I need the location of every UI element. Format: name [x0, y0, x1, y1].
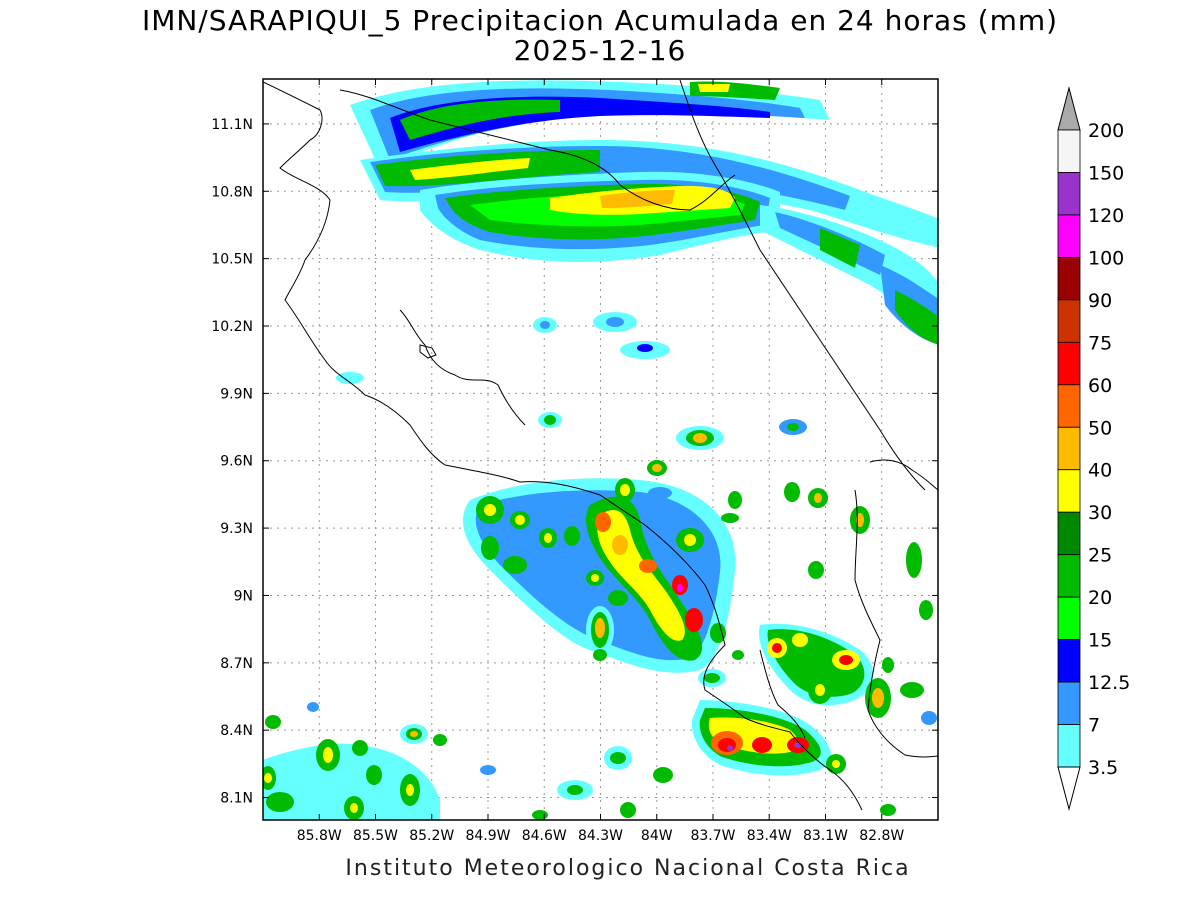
lon-tick-label: 85.5W	[353, 828, 398, 844]
colorbar-label: 20	[1088, 587, 1112, 609]
lat-tick-label: 10.2N	[211, 319, 253, 335]
colorbar-label: 30	[1088, 502, 1112, 524]
footer-credit: Instituto Meteorologico Nacional Costa R…	[345, 856, 911, 881]
lon-tick-label: 84W	[641, 828, 673, 844]
rain-band-north	[350, 80, 938, 345]
lat-tick-label: 8.4N	[220, 723, 253, 739]
colorbar-label: 40	[1088, 460, 1112, 482]
lat-tick-label: 9.9N	[220, 386, 253, 402]
colorbar-swatch	[1057, 299, 1081, 343]
colorbar-label: 75	[1088, 332, 1112, 354]
colorbar-swatch	[1057, 384, 1081, 428]
colorbar-swatch	[1057, 639, 1081, 683]
colorbar-label: 50	[1088, 417, 1112, 439]
colorbar-swatch	[1057, 129, 1081, 173]
rain-cells-southwest	[263, 702, 896, 820]
colorbar-swatch	[1057, 469, 1081, 513]
lon-tick-label: 85.8W	[297, 828, 342, 844]
lon-tick-label: 83.4W	[747, 828, 792, 844]
precipitation-field	[263, 80, 938, 820]
lat-tick-label: 11.1N	[211, 117, 253, 133]
colorbar-swatch	[1057, 554, 1081, 598]
colorbar-label: 25	[1088, 545, 1112, 567]
lon-tick-label: 84.6W	[522, 828, 567, 844]
colorbar-legend: 200 150 120 100 90 75 60 50 40 30 25 20 15 12.5 7 3.5	[1057, 86, 1130, 811]
colorbar-swatch	[1057, 426, 1081, 471]
colorbar-label: 15	[1088, 630, 1112, 652]
colorbar-bottom-arrow	[1057, 766, 1081, 811]
colorbar-label: 12.5	[1088, 672, 1130, 694]
colorbar-label: 3.5	[1088, 757, 1118, 779]
lat-tick-label: 8.1N	[220, 791, 253, 807]
lon-tick-label: 85.2W	[409, 828, 454, 844]
lat-tick-label: 9.6N	[220, 454, 253, 470]
colorbar-label: 90	[1088, 290, 1112, 312]
lat-tick-label: 8.7N	[220, 656, 253, 672]
lon-tick-label: 83.7W	[690, 828, 735, 844]
colorbar-label: 100	[1088, 247, 1124, 269]
lon-tick-label: 83.1W	[803, 828, 848, 844]
colorbar-swatch	[1057, 172, 1081, 216]
map-date: 2025-12-16	[513, 34, 687, 67]
colorbar-swatch	[1057, 724, 1081, 768]
colorbar-swatch	[1057, 214, 1081, 258]
colorbar-label: 120	[1088, 205, 1124, 227]
colorbar-label: 150	[1088, 162, 1124, 184]
colorbar-label: 60	[1088, 375, 1112, 397]
map-title: IMN/SARAPIQUI_5 Precipitacion Acumulada …	[141, 4, 1059, 37]
lon-tick-label: 84.9W	[465, 828, 510, 844]
colorbar-swatch	[1057, 681, 1081, 725]
colorbar-label: 200	[1088, 120, 1124, 142]
colorbar-swatch	[1057, 511, 1081, 556]
colorbar-swatch	[1057, 256, 1081, 301]
rain-cells-central	[336, 312, 807, 450]
colorbar-swatch	[1057, 341, 1081, 386]
longitude-axis: 85.8W 85.5W 85.2W 84.9W 84.6W 84.3W 84W 83.7W 83…	[297, 79, 904, 844]
rain-cluster-osa	[691, 623, 937, 776]
lat-tick-label: 10.8N	[211, 184, 253, 200]
lat-tick-label: 10.5N	[211, 252, 253, 268]
coastlines	[263, 79, 938, 811]
rain-cluster-south	[462, 460, 933, 687]
lat-tick-label: 9N	[234, 588, 253, 604]
latitude-axis: 11.1N 10.8N 10.5N 10.2N 9.9N 9.6N 9.3N 9N 8.7N 8.…	[211, 117, 938, 807]
colorbar-top-arrow	[1057, 86, 1081, 131]
colorbar-swatch	[1057, 596, 1081, 641]
lat-tick-label: 9.3N	[220, 521, 253, 537]
colorbar-label: 7	[1088, 715, 1100, 737]
lon-tick-label: 82.8W	[859, 828, 904, 844]
lon-tick-label: 84.3W	[578, 828, 623, 844]
